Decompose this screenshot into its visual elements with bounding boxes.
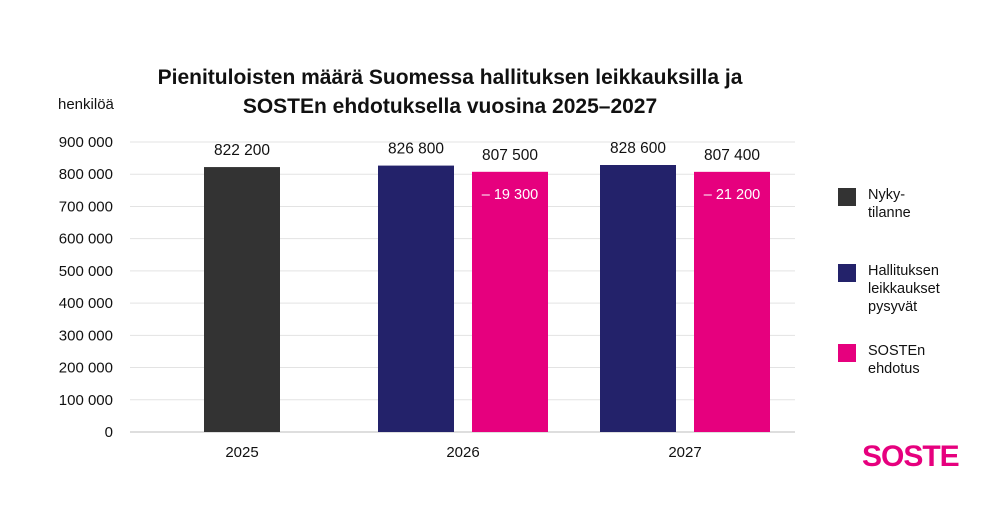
y-tick-label: 400 000 <box>59 295 113 312</box>
legend: Nyky- tilanne Hallituksen leikkaukset py… <box>838 186 988 418</box>
x-tick-label: 2027 <box>668 444 701 461</box>
bar-value-label: 807 500 <box>482 147 538 164</box>
y-tick-label: 900 000 <box>59 134 113 151</box>
bar <box>694 171 770 433</box>
y-tick-label: 700 000 <box>59 198 113 215</box>
bar-difference-label: – 19 300 <box>482 187 538 203</box>
legend-label: SOSTEn ehdotus <box>868 343 926 377</box>
soste-logo: SOSTE <box>862 440 960 473</box>
y-tick-label: 500 000 <box>59 263 113 280</box>
bar-value-label: 828 600 <box>610 140 666 157</box>
bar-value-label: 826 800 <box>388 141 444 158</box>
y-tick-label: 0 <box>105 424 113 441</box>
y-tick-label: 300 000 <box>59 327 113 344</box>
chart-title: Pienituloisten määrä Suomessa hallitukse… <box>157 66 743 89</box>
legend-item-sosten-ehdotus: SOSTEn ehdotus <box>838 342 988 382</box>
bar <box>600 165 676 433</box>
legend-label: Hallituksen leikkaukset pysyvät <box>868 263 940 315</box>
bar-value-label: 822 200 <box>214 142 270 159</box>
legend-swatch <box>838 188 856 206</box>
bar-value-label: 807 400 <box>704 147 760 164</box>
chart-subtitle: SOSTEn ehdotuksella vuosina 2025–2027 <box>242 95 658 118</box>
legend-swatch <box>838 344 856 362</box>
bar <box>472 171 548 433</box>
x-tick-label: 2026 <box>446 444 479 461</box>
bar-difference-label: – 21 200 <box>704 187 760 203</box>
legend-item-nykytilanne: Nyky- tilanne <box>838 186 988 226</box>
y-axis-label: henkilöä <box>58 96 114 113</box>
y-tick-label: 600 000 <box>59 231 113 248</box>
bar <box>378 165 454 432</box>
bar <box>204 167 280 432</box>
x-tick-label: 2025 <box>225 444 258 461</box>
y-tick-label: 100 000 <box>59 392 113 409</box>
legend-item-hallituksen-leikkaukset: Hallituksen leikkaukset pysyvät <box>838 262 988 316</box>
y-tick-label: 200 000 <box>59 360 113 377</box>
y-tick-label: 800 000 <box>59 166 113 183</box>
legend-label: Nyky- tilanne <box>868 187 911 221</box>
legend-swatch <box>838 264 856 282</box>
